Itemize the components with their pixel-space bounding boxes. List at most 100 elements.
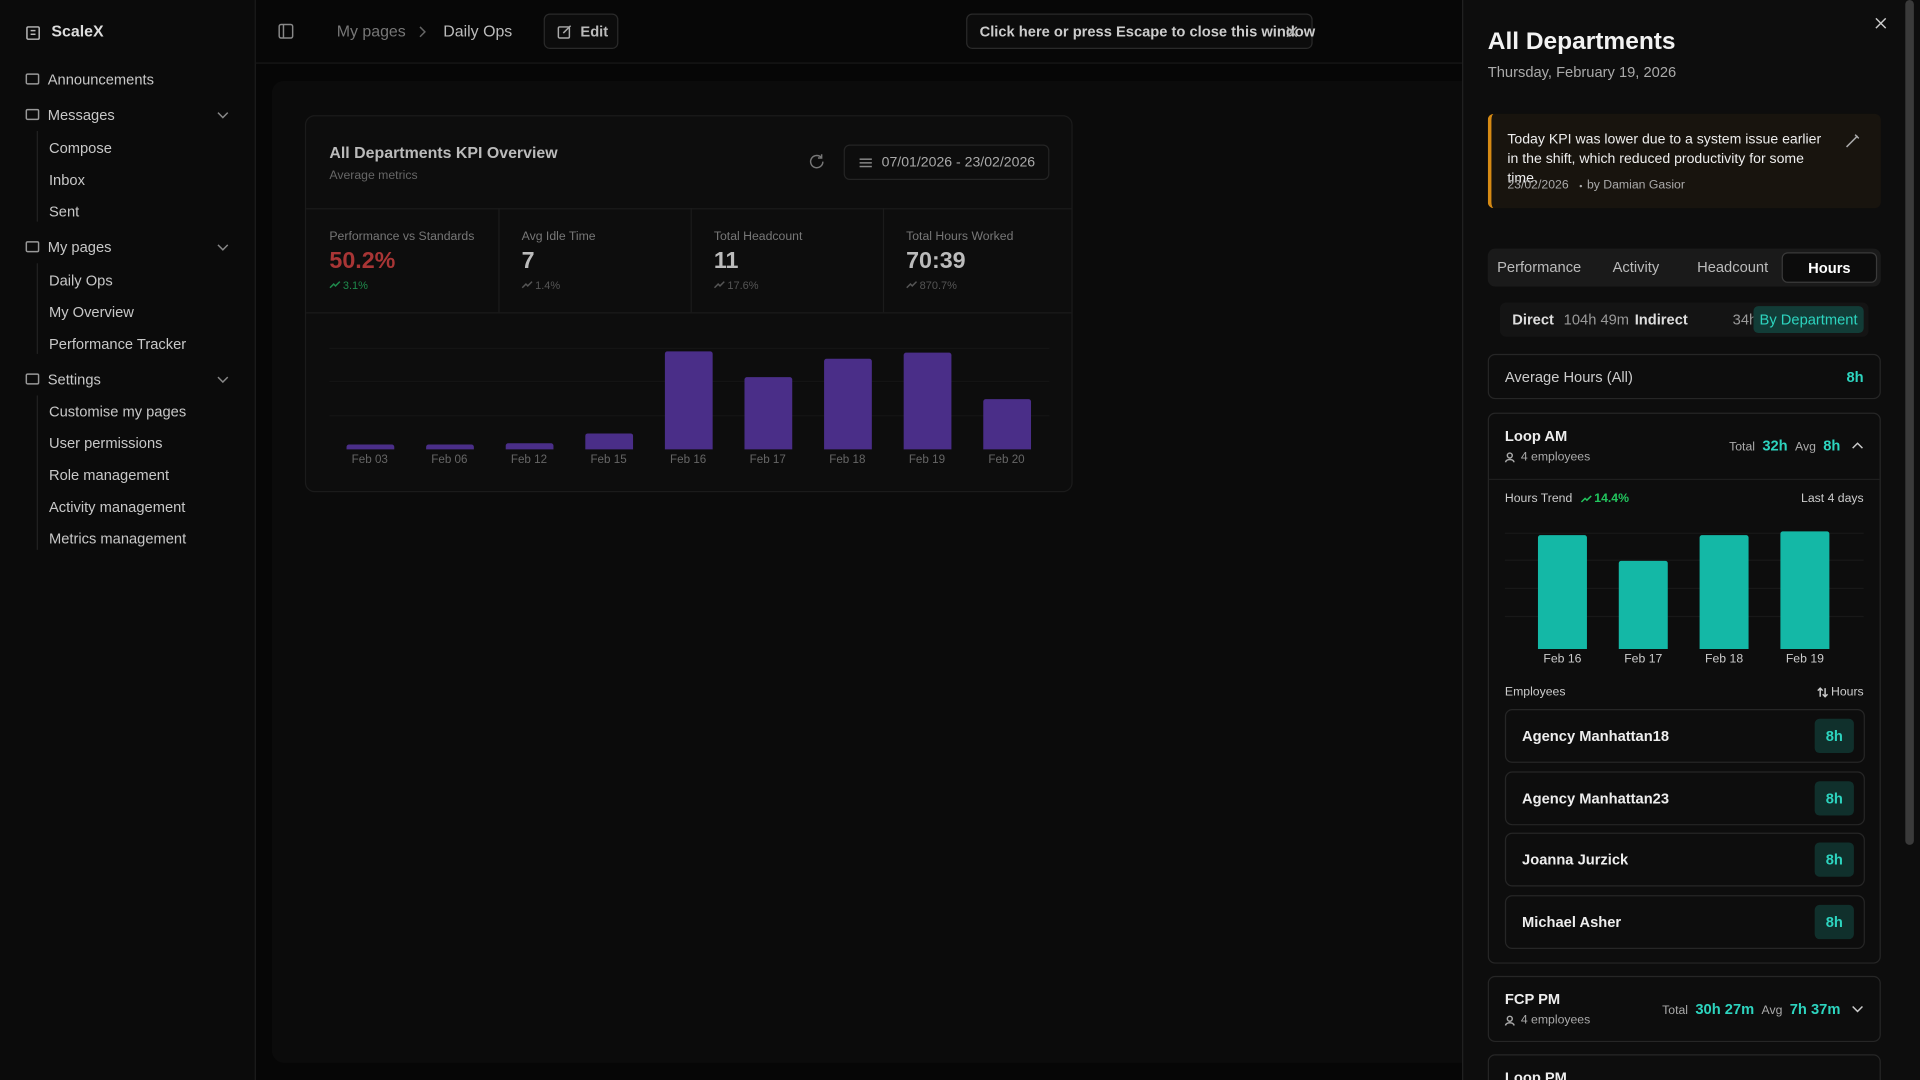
kpi-bar <box>664 351 713 450</box>
nav-item[interactable]: Settings <box>15 366 243 393</box>
metric-label: Avg Idle Time <box>521 230 596 244</box>
nav-subitem[interactable]: Role management <box>48 466 170 484</box>
group-avg-label: Avg <box>1795 440 1816 455</box>
metric-change: 3.1% <box>342 279 368 292</box>
tab-label: Hours <box>1808 259 1851 277</box>
sort-icon <box>1817 687 1829 698</box>
subtab-active[interactable]: By Department <box>1753 306 1864 334</box>
sort-label: Hours <box>1830 685 1864 700</box>
metric-label: Total Hours Worked <box>906 230 1014 244</box>
nav-subitem[interactable]: Compose <box>48 139 112 157</box>
metric-value: 11 <box>713 248 739 275</box>
escape-hint[interactable]: Click here or press Escape to close this… <box>966 13 1315 49</box>
note-separator <box>1579 184 1583 188</box>
nav-subitem[interactable]: Performance Tracker <box>48 335 187 353</box>
tab-label: Performance <box>1497 258 1582 276</box>
grid-line <box>1504 587 1864 589</box>
nav-item[interactable]: Announcements <box>15 66 243 93</box>
sidebar-toggle <box>278 23 294 39</box>
nav-item[interactable]: Messages <box>15 102 243 129</box>
employee-hours-badge: 8h <box>1814 780 1854 816</box>
kpi-x-label: Feb 06 <box>431 453 468 467</box>
employee-row[interactable]: Joanna Jurzick 8h <box>1504 833 1865 888</box>
people-icon <box>1504 452 1515 463</box>
subtab[interactable]: Direct 104h 49m <box>1507 306 1629 333</box>
employee-row[interactable]: Michael Asher 8h <box>1504 895 1865 950</box>
date-range-text: 07/01/2026 - 23/02/2026 <box>881 155 1036 171</box>
nav-icon <box>25 73 40 85</box>
group-chevron <box>1852 1006 1863 1013</box>
kpi-bar <box>982 399 1031 450</box>
side-panel: All Departments Thursday, February 19, 20… <box>1462 0 1920 1080</box>
tab[interactable]: Activity <box>1588 252 1684 283</box>
refresh-icon <box>809 154 824 169</box>
group-total-label: Total <box>1729 440 1755 455</box>
sidebar: ScaleX Announcements Messages Compose Inbox S… <box>0 0 256 1080</box>
employee-hours: 8h <box>1825 727 1843 745</box>
employee-row[interactable]: Agency Manhattan18 8h <box>1504 708 1865 763</box>
group-employees: 4 employees <box>1520 450 1591 465</box>
nav-subitem[interactable]: Activity management <box>48 498 186 516</box>
nav-rail <box>36 263 38 354</box>
subtab-label: Direct <box>1512 311 1554 329</box>
kpi-x-label: Feb 16 <box>670 453 707 467</box>
department-group[interactable]: FCP PM 4 employees Total 30h 27m Avg 7h 37m <box>1487 975 1881 1043</box>
employee-row[interactable]: Agency Manhattan23 8h <box>1504 771 1865 825</box>
filter-icon <box>859 158 872 168</box>
nav-subitem[interactable]: Daily Ops <box>48 271 113 289</box>
average-value: 8h <box>1846 368 1864 386</box>
employee-hours-badge: 8h <box>1814 718 1854 754</box>
breadcrumb-separator <box>419 26 426 38</box>
kpi-bar <box>345 444 394 450</box>
tab[interactable]: Hours <box>1781 252 1878 283</box>
nav-item[interactable]: My pages <box>15 234 243 261</box>
nav-subitem[interactable]: Sent <box>48 203 80 221</box>
nav-label: My pages <box>47 238 112 256</box>
nav-subitem[interactable]: My Overview <box>48 303 134 321</box>
metric-label: Total Headcount <box>713 230 803 244</box>
department-group[interactable]: Loop AM 4 employees Total 32h Avg 8h Hours Tre… <box>1487 412 1881 964</box>
panel-date: Thursday, February 19, 2026 <box>1487 63 1677 81</box>
note-author: by Damian Gasior <box>1586 178 1685 193</box>
nav-chevron <box>217 112 229 119</box>
tab[interactable]: Headcount <box>1685 252 1781 283</box>
metric-value: 50.2% <box>329 248 396 275</box>
nav-label: Settings <box>47 371 101 389</box>
group-avg-label: Avg <box>1761 1004 1783 1018</box>
edit-button[interactable]: Edit <box>543 13 619 49</box>
breadcrumb-item[interactable]: My pages <box>336 22 406 41</box>
tab[interactable]: Performance <box>1491 252 1587 283</box>
subtab-value: 104h 49m <box>1563 311 1630 329</box>
group-totals: Total 30h 27m Avg 7h 37m <box>1662 999 1840 1019</box>
employee-hours-badge: 8h <box>1814 842 1854 878</box>
brand-icon <box>26 26 40 40</box>
employee-name: Agency Manhattan23 <box>1522 789 1670 807</box>
breadcrumb-item: Daily Ops <box>443 22 513 41</box>
nav-label: Announcements <box>47 71 154 89</box>
nav-subitem[interactable]: Customise my pages <box>48 402 187 421</box>
kpi-card: All Departments KPI Overview Average metr… <box>304 115 1073 493</box>
kpi-bar <box>425 444 474 450</box>
trend-bar <box>1537 535 1587 649</box>
kpi-x-label: Feb 17 <box>749 453 786 467</box>
metrics-divider <box>306 312 1072 314</box>
metric-value: 7 <box>521 248 535 275</box>
trend-x-label: Feb 16 <box>1543 652 1582 667</box>
kpi-bar <box>903 352 951 450</box>
group-divider <box>1488 478 1880 481</box>
trend-bar <box>1780 531 1830 649</box>
metric-value: 70:39 <box>906 248 966 275</box>
nav-subitem[interactable]: Metrics management <box>48 530 187 548</box>
metric-change: 1.4% <box>535 279 561 292</box>
nav-subitem[interactable]: Inbox <box>48 171 85 189</box>
employee-hours: 8h <box>1825 851 1843 869</box>
trend-arrow <box>906 281 918 289</box>
tab-bar: Performance Activity Headcount Hours <box>1487 248 1881 287</box>
nav-subitem[interactable]: User permissions <box>48 434 163 452</box>
employee-name: Michael Asher <box>1522 913 1622 931</box>
nav-rail <box>36 395 38 550</box>
escape-close-icon <box>1286 26 1298 38</box>
date-range-button[interactable]: 07/01/2026 - 23/02/2026 <box>843 144 1050 181</box>
group-name: Loop PM <box>1504 1068 1567 1080</box>
department-group[interactable]: Loop PM <box>1487 1054 1881 1080</box>
